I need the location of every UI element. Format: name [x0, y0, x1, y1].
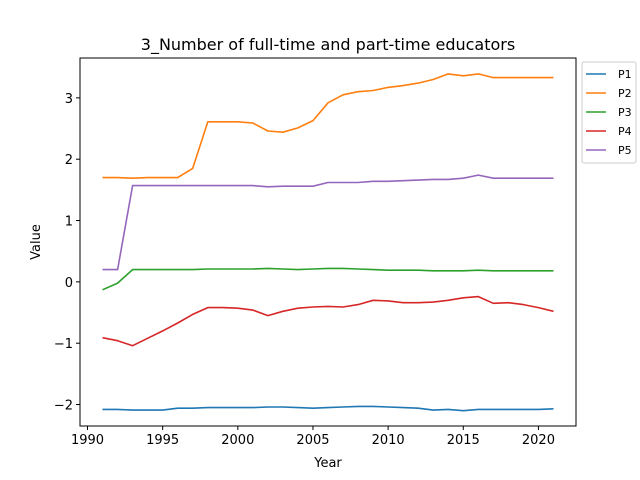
x-tick-label: 2000	[221, 433, 254, 448]
x-tick-label: 2015	[447, 433, 480, 448]
x-axis: 1990 1995 2000 2005 2010 2015 2020	[71, 426, 555, 448]
x-tick-label: 2005	[296, 433, 329, 448]
legend-label-p3: P3	[618, 106, 632, 119]
legend: P1 P2 P3 P4 P5	[581, 61, 637, 164]
x-tick-label: 2010	[372, 433, 405, 448]
series-lines	[102, 73, 554, 412]
x-tick-label: 1995	[146, 433, 179, 448]
y-axis-label: Value	[29, 224, 44, 260]
x-axis-label: Year	[313, 456, 342, 471]
legend-box	[581, 61, 637, 164]
y-tick-label: 1	[65, 215, 73, 230]
series-line-p1	[102, 405, 554, 412]
y-tick-label: −1	[54, 337, 73, 352]
plot-area	[80, 58, 576, 426]
x-tick-label: 1990	[71, 433, 104, 448]
legend-label-p4: P4	[618, 125, 632, 138]
series-line-p5	[102, 174, 554, 271]
y-axis: −2 −1 0 1 2 3	[54, 92, 80, 414]
series-line-p4	[102, 295, 554, 347]
chart-title: 3_Number of full-time and part-time educ…	[141, 35, 515, 55]
x-tick-label: 2020	[522, 433, 555, 448]
series-line-p2	[102, 73, 554, 179]
plot-frame	[79, 57, 577, 427]
legend-label-p1: P1	[618, 68, 632, 81]
legend-label-p5: P5	[618, 144, 632, 157]
y-tick-label: 2	[65, 153, 73, 168]
y-tick-label: −2	[54, 399, 73, 414]
y-tick-label: 0	[65, 276, 73, 291]
series-line-p3	[102, 267, 554, 291]
legend-label-p2: P2	[618, 87, 632, 100]
y-tick-label: 3	[65, 92, 73, 107]
